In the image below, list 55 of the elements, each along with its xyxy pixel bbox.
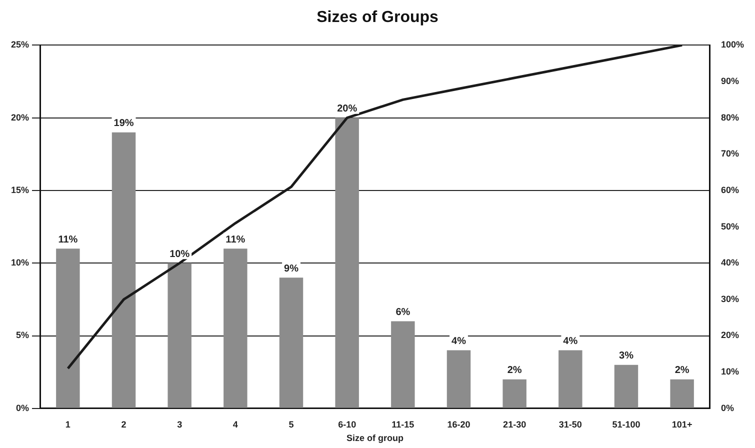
y2-tick-label: 20% (720, 330, 739, 340)
data-label: 11% (226, 234, 246, 246)
bar (168, 263, 192, 408)
y2-tick-label: 10% (720, 366, 739, 377)
data-label: 11% (58, 234, 78, 246)
data-label: 20% (337, 104, 358, 115)
x-tick-label: 21-30 (503, 419, 526, 430)
bar (391, 321, 415, 408)
x-tick-label: 51-100 (612, 419, 640, 430)
x-tick-label: 5 (288, 419, 294, 430)
y-tick-label: 15% (11, 184, 30, 195)
y2-tick-label: 0% (720, 402, 734, 413)
x-tick-label: 4 (232, 419, 238, 430)
bar (446, 350, 471, 408)
y-tick-label: 10% (11, 258, 30, 268)
bar (502, 379, 526, 408)
y-tick-label: 5% (16, 330, 30, 340)
data-label: 2% (674, 365, 690, 376)
x-tick-label: 6-10 (338, 419, 356, 430)
y2-tick-label: 100% (720, 40, 744, 50)
bar (558, 350, 582, 408)
bar (56, 248, 80, 408)
data-label: 4% (452, 336, 466, 348)
y2-tick-label: 70% (720, 148, 739, 159)
y2-tick-label: 60% (720, 184, 739, 195)
bar (335, 118, 359, 408)
y2-tick-label: 30% (720, 294, 739, 304)
chart-title: Sizes of Groups (316, 9, 438, 26)
y-tick-label: 0% (16, 402, 30, 413)
x-tick-label: 1 (65, 419, 70, 430)
bar (112, 132, 136, 408)
y2-tick-label: 80% (720, 112, 739, 122)
x-axis-title: Size of group (346, 433, 404, 444)
data-label: 3% (619, 350, 634, 362)
x-tick-label: 101+ (672, 419, 692, 430)
data-label: 10% (170, 248, 190, 260)
y2-tick-label: 40% (720, 258, 739, 268)
bar (614, 364, 638, 408)
x-tick-label: 16-20 (447, 419, 470, 430)
data-label: 6% (396, 306, 410, 318)
x-tick-label: 2 (121, 419, 126, 430)
bar (224, 248, 248, 408)
data-label: 2% (507, 365, 522, 376)
y2-tick-label: 50% (720, 221, 739, 232)
x-tick-label: 3 (177, 419, 182, 430)
bar (279, 278, 304, 408)
data-label: 19% (114, 118, 134, 130)
x-tick-label: 31-50 (558, 419, 582, 430)
y2-tick-label: 90% (720, 76, 739, 86)
y-tick-label: 20% (11, 112, 30, 122)
data-label: 4% (563, 336, 578, 348)
data-label: 9% (284, 263, 299, 274)
x-tick-label: 11-15 (392, 419, 414, 430)
bar (670, 379, 694, 408)
y-tick-label: 25% (11, 40, 30, 50)
